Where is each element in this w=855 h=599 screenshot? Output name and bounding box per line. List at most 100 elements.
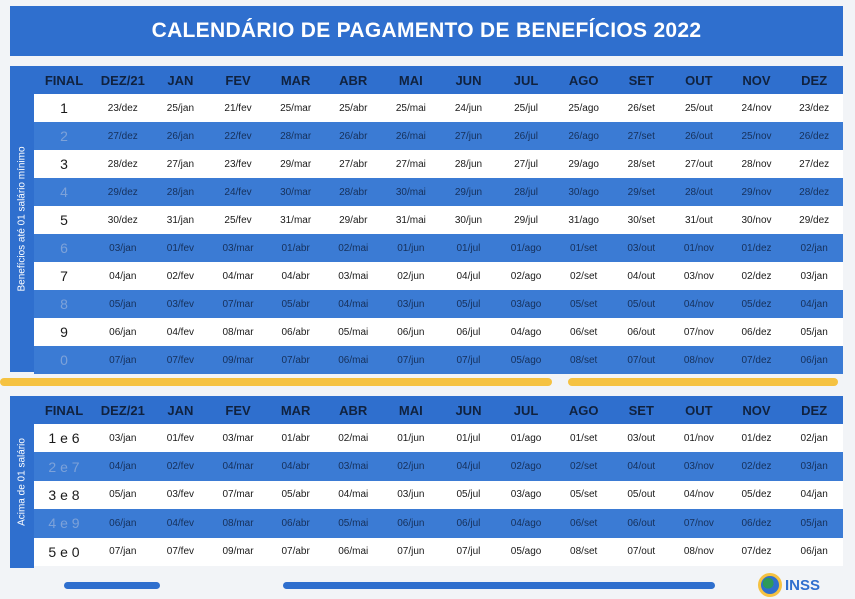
payment-date-cell: 23/fev: [209, 150, 267, 178]
payment-date-cell: 09/mar: [209, 346, 267, 374]
header-month: OUT: [670, 66, 728, 94]
payment-date-cell: 04/mar: [209, 262, 267, 290]
payment-date-cell: 28/dez: [94, 150, 152, 178]
payment-date-cell: 01/fev: [151, 234, 210, 262]
payment-date-cell: 04/nov: [670, 290, 728, 318]
table-body: 1 e 6 03/jan 01/fev 03/mar 01/abr 02/mai 01/ju…: [34, 424, 843, 566]
payment-date-cell: 06/jun: [382, 318, 440, 346]
calendar-table-minimum: FINAL DEZ/21 JAN FEV MAR ABR MAI JUN JUL AGO SET OU…: [34, 66, 843, 374]
header-month: MAI: [382, 396, 440, 424]
inss-logo-icon: [758, 573, 782, 597]
payment-date-cell: 28/dez: [785, 178, 843, 206]
payment-date-cell: 01/abr: [266, 424, 325, 453]
payment-date-cell: 02/mai: [324, 234, 383, 262]
payment-date-cell: 05/set: [554, 290, 613, 318]
inss-logo: INSS: [758, 573, 820, 597]
table-row: 2 e 7 04/jan 02/fev 04/mar 04/abr 03/mai 02/ju…: [34, 452, 843, 481]
payment-date-cell: 08/mar: [209, 509, 267, 538]
payment-date-cell: 27/abr: [324, 150, 383, 178]
payment-date-cell: 29/ago: [554, 150, 613, 178]
payment-date-cell: 03/jan: [785, 262, 843, 290]
payment-date-cell: 05/jul: [439, 480, 498, 510]
payment-date-cell: 05/mai: [324, 318, 383, 346]
table-row: 4 29/dez 28/jan 24/fev 30/mar 28/abr 30/mai 29/…: [34, 178, 843, 206]
payment-date-cell: 04/abr: [266, 262, 325, 290]
side-label-bar: Acima de 01 salário: [10, 396, 34, 568]
payment-date-cell: 27/jun: [439, 122, 498, 150]
payment-date-cell: 01/ago: [497, 234, 555, 262]
header-row: FINAL DEZ/21 JAN FEV MAR ABR MAI JUN JUL AGO SET OU…: [34, 396, 843, 424]
payment-date-cell: 03/jan: [785, 452, 843, 481]
payment-date-cell: 07/nov: [670, 318, 728, 346]
payment-date-cell: 29/set: [612, 178, 671, 206]
payment-date-cell: 06/set: [554, 509, 613, 538]
header-final: FINAL: [34, 396, 94, 424]
payment-date-cell: 05/jul: [439, 290, 498, 318]
final-digit-cell: 2: [34, 122, 94, 150]
table-row: 3 e 8 05/jan 03/fev 07/mar 05/abr 04/mai 03/ju…: [34, 480, 843, 510]
final-digit-cell: 5: [34, 206, 94, 234]
payment-date-cell: 06/jan: [94, 318, 152, 346]
payment-date-cell: 01/nov: [670, 424, 728, 453]
payment-date-cell: 27/dez: [785, 150, 843, 178]
final-digit-cell: 4: [34, 178, 94, 206]
payment-date-cell: 07/dez: [727, 346, 786, 374]
payment-date-cell: 05/ago: [497, 346, 555, 374]
payment-date-cell: 27/dez: [94, 122, 152, 150]
payment-date-cell: 07/dez: [727, 537, 786, 566]
header-month: FEV: [209, 66, 267, 94]
yellow-divider-right: [568, 378, 838, 386]
payment-date-cell: 04/ago: [497, 318, 555, 346]
payment-date-cell: 04/jan: [785, 480, 843, 510]
payment-date-cell: 03/nov: [670, 452, 728, 481]
payment-date-cell: 07/fev: [151, 346, 210, 374]
payment-date-cell: 04/out: [612, 452, 671, 481]
payment-date-cell: 28/abr: [324, 178, 383, 206]
payment-date-cell: 05/jan: [785, 318, 843, 346]
payment-date-cell: 05/jan: [785, 509, 843, 538]
header-month: JUN: [439, 396, 498, 424]
payment-date-cell: 07/jul: [439, 346, 498, 374]
payment-date-cell: 06/abr: [266, 509, 325, 538]
table-row: 0 07/jan 07/fev 09/mar 07/abr 06/mai 07/jun 07/…: [34, 346, 843, 374]
table-row: 1 e 6 03/jan 01/fev 03/mar 01/abr 02/mai 01/ju…: [34, 424, 843, 453]
payment-date-cell: 03/ago: [497, 290, 555, 318]
header-month: DEZ: [785, 66, 843, 94]
payment-date-cell: 03/mai: [324, 262, 383, 290]
payment-date-cell: 30/mai: [382, 178, 440, 206]
header-month: MAR: [266, 66, 325, 94]
payment-date-cell: 07/mar: [209, 480, 267, 510]
logo-text: INSS: [785, 576, 821, 594]
table-row: 4 e 9 06/jan 04/fev 08/mar 06/abr 05/mai 06/ju…: [34, 509, 843, 538]
payment-date-cell: 08/set: [554, 346, 613, 374]
payment-date-cell: 25/abr: [324, 94, 383, 122]
payment-date-cell: 29/dez: [94, 178, 152, 206]
payment-date-cell: 01/jul: [439, 424, 498, 453]
payment-date-cell: 28/mar: [266, 122, 325, 150]
payment-date-cell: 02/dez: [727, 452, 786, 481]
payment-date-cell: 02/fev: [151, 262, 210, 290]
payment-date-cell: 27/jan: [151, 150, 210, 178]
payment-date-cell: 02/jan: [785, 234, 843, 262]
payment-date-cell: 06/dez: [727, 318, 786, 346]
payment-date-cell: 05/jan: [94, 290, 152, 318]
payment-date-cell: 29/mar: [266, 150, 325, 178]
header-month: JAN: [151, 66, 210, 94]
payment-date-cell: 26/abr: [324, 122, 383, 150]
payment-date-cell: 30/ago: [554, 178, 613, 206]
payment-date-cell: 06/jul: [439, 509, 498, 538]
payment-date-cell: 02/mai: [324, 424, 383, 453]
payment-date-cell: 22/fev: [209, 122, 267, 150]
payment-date-cell: 04/jan: [94, 262, 152, 290]
payment-date-cell: 29/nov: [727, 178, 786, 206]
header-month: MAR: [266, 396, 325, 424]
payment-date-cell: 01/set: [554, 424, 613, 453]
final-digit-cell: 1 e 6: [34, 424, 94, 453]
payment-date-cell: 06/jul: [439, 318, 498, 346]
payment-date-cell: 02/fev: [151, 452, 210, 481]
payment-date-cell: 03/ago: [497, 480, 555, 510]
payment-date-cell: 05/abr: [266, 480, 325, 510]
payment-date-cell: 31/out: [670, 206, 728, 234]
payment-date-cell: 02/ago: [497, 452, 555, 481]
table-row: 1 23/dez 25/jan 21/fev 25/mar 25/abr 25/mai 24/…: [34, 94, 843, 122]
